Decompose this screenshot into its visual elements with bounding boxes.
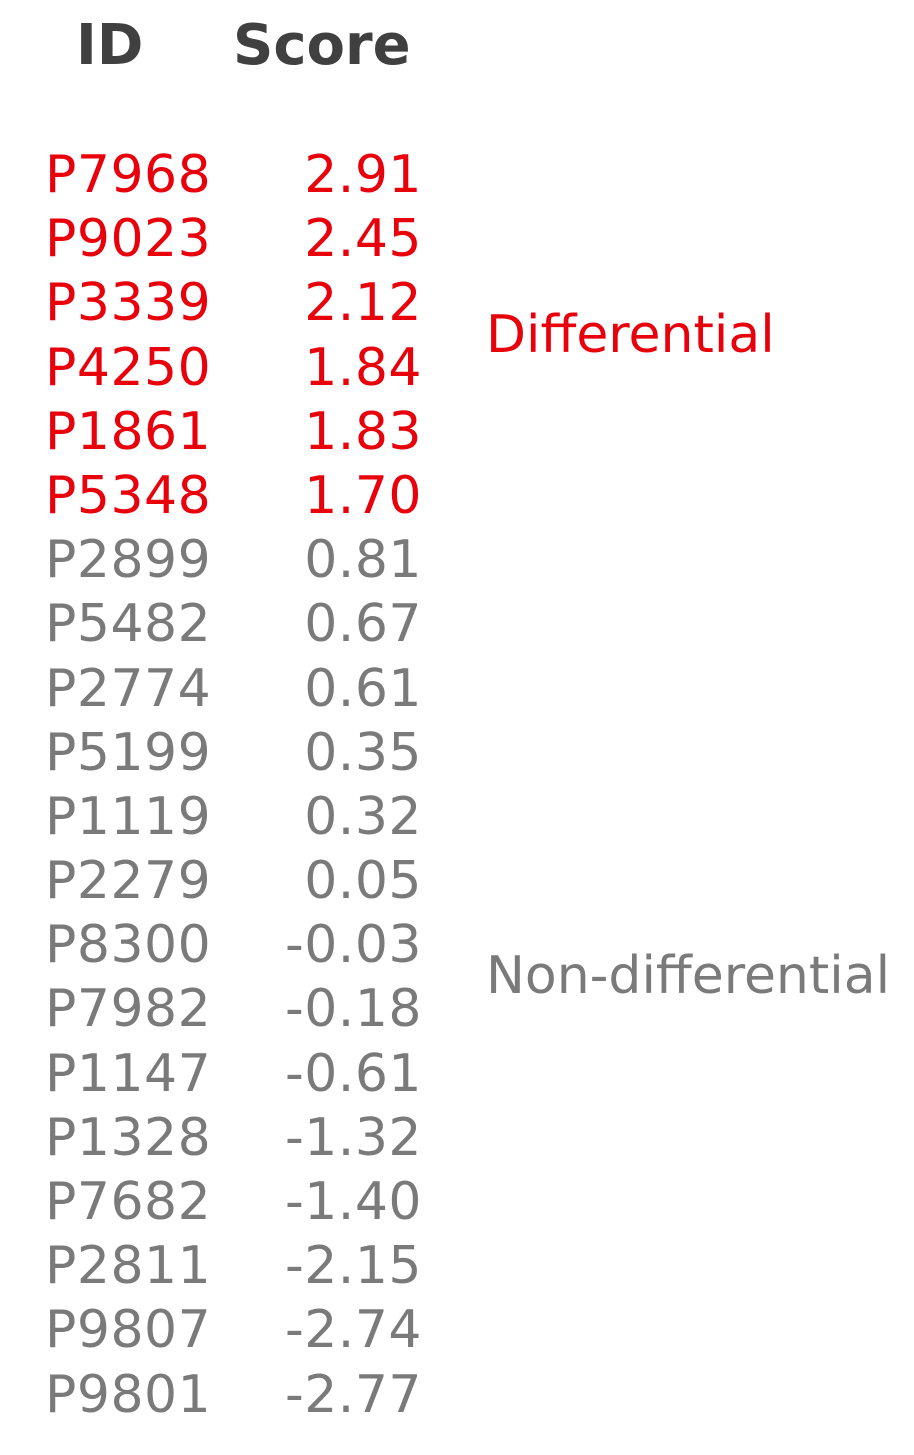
row-score: 1.84: [304, 337, 422, 398]
row-score: 0.81: [304, 530, 422, 591]
table-row: P1328 -1.32: [0, 1106, 914, 1170]
row-id: P2774: [45, 658, 212, 719]
table-row: P2774 0.61: [0, 657, 914, 721]
row-score: 1.70: [304, 465, 422, 526]
row-id: P9023: [45, 209, 212, 270]
row-id: P9801: [45, 1364, 212, 1425]
table-row: P9807 -2.74: [0, 1298, 914, 1362]
row-id: P5348: [45, 465, 212, 526]
table-row: P9801 -2.77: [0, 1363, 914, 1427]
row-id: P4250: [45, 337, 212, 398]
row-score: 2.91: [304, 145, 422, 205]
row-score: -2.77: [284, 1364, 422, 1425]
row-id: P7968: [45, 145, 212, 205]
table-row: P4250 1.84: [0, 336, 914, 400]
row-score: -0.18: [284, 979, 422, 1040]
column-header-id: ID: [76, 13, 144, 78]
row-id: P5482: [45, 594, 212, 655]
row-score: -2.15: [284, 1236, 422, 1297]
table-row: P7682 -1.40: [0, 1170, 914, 1234]
row-score: 0.32: [304, 786, 422, 847]
row-id: P9807: [45, 1300, 212, 1361]
table-row: P1861 1.83: [0, 400, 914, 464]
table-row: P9023 2.45: [0, 207, 914, 271]
table-row: P5348 1.70: [0, 464, 914, 528]
table-row: P1119 0.32: [0, 785, 914, 849]
column-header-score: Score: [233, 13, 411, 78]
row-id: P1861: [45, 401, 212, 462]
row-score: -1.40: [284, 1172, 422, 1232]
row-id: P2811: [45, 1236, 212, 1297]
row-score: -2.74: [284, 1300, 422, 1361]
row-id: P8300: [45, 915, 212, 976]
row-score: 0.67: [304, 594, 422, 655]
table-row: P8300 -0.03: [0, 913, 914, 977]
group-label-non-differential: Non-differential: [486, 946, 891, 1006]
table-row: P2899 0.81: [0, 528, 914, 592]
table-row: P2279 0.05: [0, 849, 914, 913]
row-score: 1.83: [304, 401, 422, 462]
row-id: P7982: [45, 979, 212, 1040]
row-id: P1119: [45, 786, 212, 847]
group-label-differential: Differential: [486, 305, 775, 365]
table-row: P2811 -2.15: [0, 1234, 914, 1298]
row-id: P5199: [45, 722, 212, 783]
row-score: 0.61: [304, 658, 422, 719]
row-id: P1328: [45, 1107, 212, 1168]
table-row: P1147 -0.61: [0, 1042, 914, 1106]
row-id: P1147: [45, 1043, 212, 1104]
row-score: 0.05: [304, 851, 422, 912]
table-body: P7968 2.91 P9023 2.45 P3339 2.12 P4250 1.84 P186…: [0, 143, 914, 1427]
row-id: P2279: [45, 851, 212, 912]
row-id: P2899: [45, 530, 212, 591]
row-score: 2.12: [304, 273, 422, 334]
table-row: P5199 0.35: [0, 721, 914, 785]
table-row: P7982 -0.18: [0, 977, 914, 1041]
row-score: -1.32: [284, 1107, 422, 1168]
row-score: -0.03: [284, 915, 422, 976]
row-id: P7682: [45, 1172, 212, 1232]
table-row: P3339 2.12: [0, 271, 914, 335]
row-id: P3339: [45, 273, 212, 334]
row-score: 2.45: [304, 209, 422, 270]
row-score: 0.35: [304, 722, 422, 783]
row-score: -0.61: [284, 1043, 422, 1104]
table-row: P7968 2.91: [0, 143, 914, 207]
table-row: P5482 0.67: [0, 592, 914, 656]
